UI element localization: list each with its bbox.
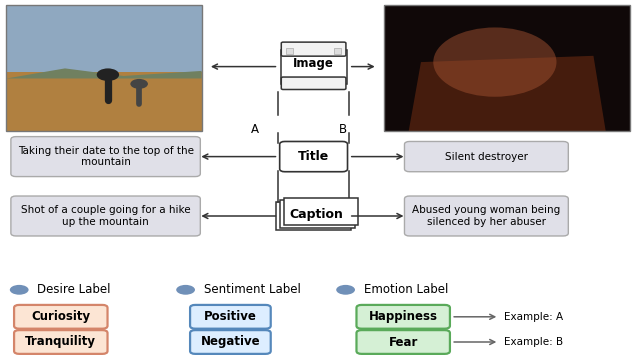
Text: A: A [252, 123, 259, 136]
Polygon shape [6, 72, 202, 131]
Circle shape [175, 284, 196, 296]
Circle shape [9, 284, 29, 296]
FancyBboxPatch shape [282, 77, 346, 90]
Text: Positive: Positive [204, 310, 257, 323]
Text: Image: Image [293, 57, 334, 70]
FancyBboxPatch shape [404, 196, 568, 236]
Text: Abused young woman being
silenced by her abuser: Abused young woman being silenced by her… [412, 205, 561, 227]
Text: Tranquility: Tranquility [26, 336, 96, 348]
Text: Example: A: Example: A [504, 312, 563, 322]
FancyBboxPatch shape [276, 202, 351, 230]
Circle shape [131, 79, 148, 89]
Text: Silent destroyer: Silent destroyer [445, 152, 528, 162]
Polygon shape [6, 68, 202, 78]
FancyBboxPatch shape [190, 330, 271, 354]
FancyBboxPatch shape [285, 48, 293, 54]
FancyBboxPatch shape [14, 330, 108, 354]
Text: Caption: Caption [289, 208, 343, 221]
FancyBboxPatch shape [280, 50, 347, 84]
FancyBboxPatch shape [284, 198, 358, 225]
Text: Happiness: Happiness [369, 310, 438, 323]
FancyBboxPatch shape [334, 48, 342, 54]
FancyBboxPatch shape [282, 42, 346, 56]
FancyBboxPatch shape [356, 330, 450, 354]
Ellipse shape [433, 27, 557, 97]
Text: Curiosity: Curiosity [31, 310, 90, 323]
Polygon shape [409, 56, 605, 131]
Polygon shape [384, 5, 630, 131]
FancyBboxPatch shape [404, 141, 568, 172]
Circle shape [97, 68, 119, 81]
FancyBboxPatch shape [280, 141, 348, 172]
Text: Sentiment Label: Sentiment Label [204, 283, 300, 296]
Text: Shot of a couple going for a hike
up the mountain: Shot of a couple going for a hike up the… [20, 205, 191, 227]
Text: Title: Title [298, 150, 329, 163]
FancyBboxPatch shape [11, 137, 200, 177]
Text: Example: B: Example: B [504, 337, 563, 347]
Text: Emotion Label: Emotion Label [364, 283, 448, 296]
Text: Negative: Negative [200, 336, 260, 348]
Text: B: B [339, 123, 348, 136]
Text: Fear: Fear [388, 336, 418, 348]
FancyBboxPatch shape [190, 305, 271, 329]
Text: Taking their date to the top of the
mountain: Taking their date to the top of the moun… [18, 146, 194, 167]
FancyBboxPatch shape [14, 305, 108, 329]
Polygon shape [6, 5, 202, 78]
Circle shape [335, 284, 356, 296]
FancyBboxPatch shape [280, 200, 355, 228]
Text: Desire Label: Desire Label [37, 283, 111, 296]
FancyBboxPatch shape [11, 196, 200, 236]
FancyBboxPatch shape [356, 305, 450, 329]
